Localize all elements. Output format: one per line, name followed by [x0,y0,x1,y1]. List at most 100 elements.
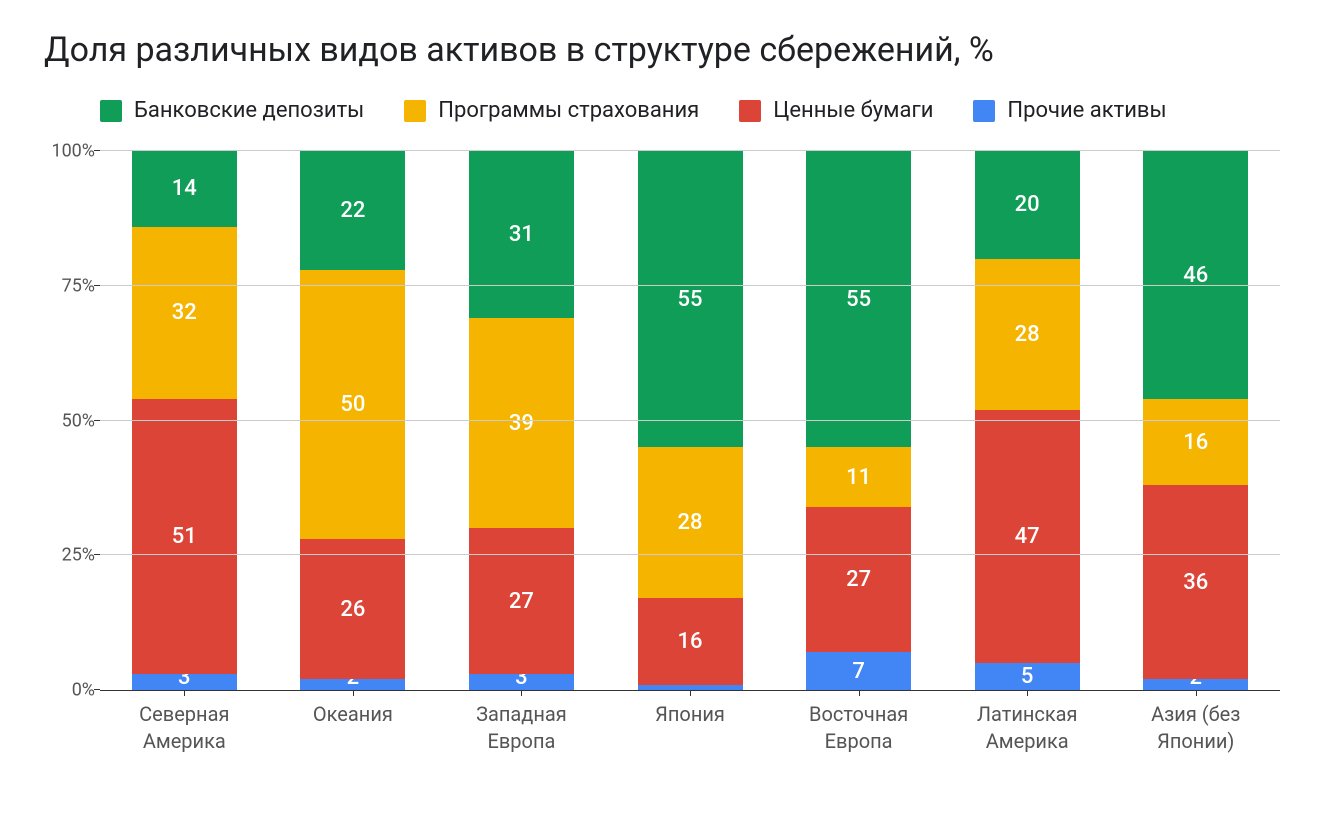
x-tick [859,690,860,696]
x-axis-label: Азия (безЯпонии) [1111,701,1280,755]
x-tick [353,690,354,696]
bars-row: 3513214226502232739311162855727115554728… [100,151,1280,690]
segment-other: 2 [1143,679,1248,690]
legend-item-deposits: Банковские депозиты [100,98,364,123]
bar-group: 3 51 32 14 [100,151,269,690]
legend-item-other: Прочие активы [973,98,1166,123]
segment-value: 46 [1183,263,1208,288]
y-axis-label: 50% [40,410,95,431]
chart-legend: Банковские депозиты Программы страхования… [100,98,1300,123]
segment-value: 32 [172,300,197,325]
segment-deposits: 14 [132,151,237,226]
segment-other: 7 [806,652,911,690]
bar-group: 7 27 11 55 [774,151,943,690]
segment-deposits: 55 [638,151,743,447]
legend-label-insurance: Программы страхования [438,98,699,123]
bar-group: 226 50 22 [269,151,438,690]
legend-label-securities: Ценные бумаги [773,98,933,123]
segment-other: 3 [132,674,237,690]
bar-group: 1162855 [606,151,775,690]
segment-value: 51 [172,524,197,549]
segment-insurance: 28 [638,447,743,598]
x-tick [184,690,185,696]
legend-label-other: Прочие активы [1007,98,1166,123]
segment-value: 16 [678,629,703,654]
bar: 1162855 [638,151,743,690]
segment-other: 5 [975,663,1080,690]
bar: 32739 31 [469,151,574,690]
legend-label-deposits: Банковские депозиты [134,98,364,123]
grid-line [100,554,1280,555]
y-axis-label: 0% [40,680,95,701]
segment-value: 20 [1015,192,1040,217]
segment-value: 28 [678,510,703,535]
segment-securities: 26 [300,539,405,679]
x-axis-label: Япония [606,701,775,755]
y-axis-label: 25% [40,545,95,566]
y-axis-label: 100% [40,141,95,162]
x-axis-labels: СевернаяАмерикаОкеанияЗападнаяЕвропаЯпон… [100,701,1280,755]
chart-container: Доля различных видов активов в структуре… [0,0,1340,828]
segment-value: 36 [1183,570,1208,595]
bar: 5 47 28 20 [975,151,1080,690]
bar-group: 5 47 28 20 [943,151,1112,690]
segment-insurance: 11 [806,447,911,506]
segment-value: 55 [678,287,703,312]
segment-securities: 16 [638,598,743,684]
chart-title: Доля различных видов активов в структуре… [44,30,1300,70]
segment-value: 50 [340,392,365,417]
legend-swatch-securities [739,100,761,122]
legend-item-insurance: Программы страхования [404,98,699,123]
segment-insurance: 50 [300,270,405,540]
segment-securities: 27 [806,507,911,653]
bar: 2 36 16 46 [1143,151,1248,690]
x-axis-label: СевернаяАмерика [100,701,269,755]
x-axis-label: Океания [269,701,438,755]
segment-securities: 27 [469,528,574,674]
legend-swatch-insurance [404,100,426,122]
legend-swatch-deposits [100,100,122,122]
bar: 3 51 32 14 [132,151,237,690]
segment-value: 27 [846,567,871,592]
segment-value: 11 [846,465,871,490]
grid-line [100,420,1280,421]
segment-insurance: 28 [975,259,1080,410]
segment-value: 31 [509,222,534,247]
x-tick [1027,690,1028,696]
grid-line [100,150,1280,151]
bar: 226 50 22 [300,151,405,690]
segment-value: 16 [1183,430,1208,455]
x-axis-label: ЗападнаяЕвропа [437,701,606,755]
segment-securities: 36 [1143,485,1248,679]
segment-deposits: 20 [975,151,1080,259]
segment-deposits: 55 [806,151,911,447]
legend-swatch-other [973,100,995,122]
segment-deposits: 22 [300,151,405,270]
segment-value: 7 [852,659,865,684]
x-tick [1196,690,1197,696]
y-axis-label: 75% [40,275,95,296]
segment-insurance: 39 [469,318,574,528]
bar: 7 27 11 55 [806,151,911,690]
legend-item-securities: Ценные бумаги [739,98,933,123]
bar-group: 32739 31 [437,151,606,690]
x-axis-label: ЛатинскаяАмерика [943,701,1112,755]
segment-other: 2 [300,679,405,690]
segment-securities: 47 [975,410,1080,663]
x-axis-label: ВосточнаяЕвропа [774,701,943,755]
segment-value: 47 [1015,524,1040,549]
segment-value: 55 [846,287,871,312]
plot-area: 3513214226502232739311162855727115554728… [100,151,1280,691]
segment-securities: 51 [132,399,237,674]
segment-value: 5 [1021,664,1034,689]
segment-deposits: 31 [469,151,574,318]
grid-line [100,285,1280,286]
segment-deposits: 46 [1143,151,1248,399]
segment-value: 14 [172,176,197,201]
x-tick [521,690,522,696]
segment-other: 3 [469,674,574,690]
segment-insurance: 32 [132,227,237,399]
x-tick [690,690,691,696]
bar-group: 2 36 16 46 [1111,151,1280,690]
segment-value: 28 [1015,322,1040,347]
